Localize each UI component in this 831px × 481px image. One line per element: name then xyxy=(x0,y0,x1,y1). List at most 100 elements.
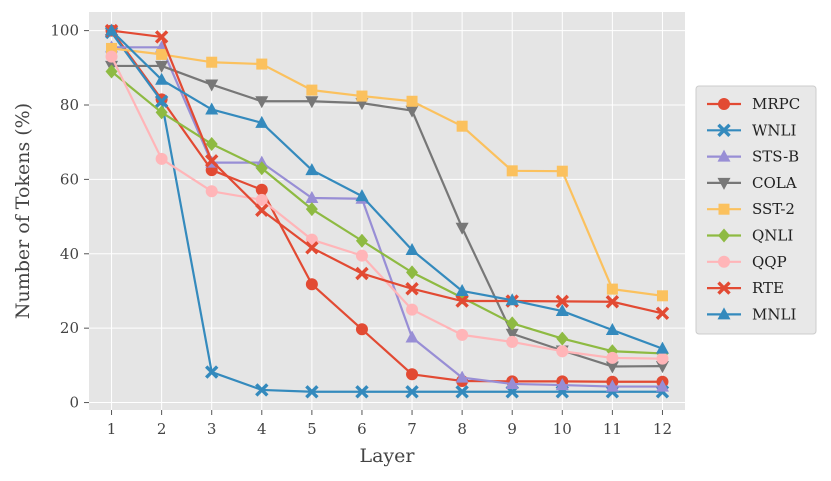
series-line-mnli xyxy=(110,29,663,350)
data-point-mnli xyxy=(205,102,219,115)
data-point-mrpc xyxy=(406,368,419,381)
data-point-rte xyxy=(455,294,469,308)
data-point-mnli xyxy=(605,323,619,336)
series-line-wnli xyxy=(110,31,663,393)
legend-label-mnli: MNLI xyxy=(752,305,796,323)
x-tick-label: 12 xyxy=(653,420,672,438)
legend-marker-sst-2 xyxy=(718,203,730,215)
data-point-rte xyxy=(154,30,169,44)
data-point-wnli xyxy=(455,385,469,399)
data-point-sts-b xyxy=(405,330,419,343)
data-point-mnli xyxy=(405,243,419,256)
x-tick-label: 1 xyxy=(107,420,117,438)
legend-box xyxy=(695,85,817,335)
data-point-qnli xyxy=(255,161,268,176)
data-point-qqp xyxy=(456,328,469,341)
data-point-qnli xyxy=(506,316,519,331)
data-point-sst-2 xyxy=(206,56,218,68)
data-point-qnli xyxy=(406,265,419,280)
legend-label-qqp: QQP xyxy=(752,253,787,271)
y-tick-label: 0 xyxy=(69,394,79,412)
data-point-rte xyxy=(555,294,569,309)
y-tick-label: 60 xyxy=(60,170,79,188)
legend-label-sts-b: STS-B xyxy=(752,148,799,166)
data-point-wnli xyxy=(305,385,319,399)
legend-label-qnli: QNLI xyxy=(752,227,793,245)
data-point-mnli xyxy=(555,304,569,317)
grid xyxy=(89,12,685,410)
data-point-wnli xyxy=(255,383,269,397)
x-tick-label: 3 xyxy=(207,420,217,438)
series-line-qqp xyxy=(110,56,663,360)
legend-marker-mnli xyxy=(717,307,731,320)
data-point-qqp xyxy=(506,335,519,348)
data-point-sst-2 xyxy=(306,84,318,96)
data-point-sst-2 xyxy=(656,290,668,302)
series-sst-2 xyxy=(106,42,668,302)
data-point-qnli xyxy=(355,233,368,248)
data-point-sts-b xyxy=(655,379,669,392)
data-point-rte xyxy=(405,282,419,296)
data-point-cola xyxy=(505,328,519,341)
legend-label-rte: RTE xyxy=(752,279,784,297)
data-point-sts-b xyxy=(505,376,519,389)
data-point-cola xyxy=(205,79,219,92)
data-point-qqp xyxy=(105,50,118,63)
legend-marker-qqp xyxy=(718,255,730,268)
data-point-mnli xyxy=(505,293,519,306)
x-tick-label: 9 xyxy=(507,420,517,438)
data-point-cola xyxy=(605,361,619,374)
y-tick-label: 100 xyxy=(50,22,79,40)
x-axis-label: Layer xyxy=(359,445,415,467)
data-point-cola xyxy=(655,361,669,374)
x-tick-label: 4 xyxy=(257,420,267,438)
data-point-rte xyxy=(305,241,319,255)
data-point-sts-b xyxy=(455,370,469,383)
data-point-sst-2 xyxy=(556,165,568,177)
legend-label-wnli: WNLI xyxy=(752,121,797,139)
y-tick-label: 40 xyxy=(60,245,79,263)
data-point-mrpc xyxy=(355,323,368,336)
series-qqp xyxy=(105,50,669,365)
x-tick-label: 11 xyxy=(603,420,622,438)
x-tick-label: 10 xyxy=(553,420,572,438)
x-tick-label: 5 xyxy=(307,420,317,438)
data-point-sst-2 xyxy=(606,283,618,295)
series-line-mrpc xyxy=(110,29,663,383)
data-point-sts-b xyxy=(555,378,569,391)
data-point-sts-b xyxy=(305,190,319,203)
data-point-qqp xyxy=(406,303,419,316)
data-point-qqp xyxy=(556,345,569,358)
x-tick-label: 8 xyxy=(457,420,467,438)
y-axis-label: Number of Tokens (%) xyxy=(12,103,34,319)
legend-marker-cola xyxy=(717,177,731,190)
legend: MRPC WNLI STS-B COLA SST-2 QNLI QQP RTE MNLI xyxy=(695,85,817,335)
data-point-sst-2 xyxy=(356,90,368,102)
legend-label-mrpc: MRPC xyxy=(752,95,800,113)
data-point-wnli xyxy=(405,385,419,399)
data-point-qnli xyxy=(105,64,118,79)
data-point-qqp xyxy=(155,152,168,165)
data-point-rte xyxy=(605,295,620,309)
data-point-rte xyxy=(255,203,269,217)
legend-label-cola: COLA xyxy=(752,174,797,192)
data-point-wnli xyxy=(205,365,219,379)
data-point-qqp xyxy=(656,352,669,365)
data-point-sst-2 xyxy=(406,95,418,107)
data-point-qnli xyxy=(305,202,318,217)
data-point-cola xyxy=(155,60,169,73)
data-point-cola xyxy=(405,105,419,118)
y-tick-label: 20 xyxy=(60,319,79,337)
series-mnli xyxy=(105,23,669,354)
data-point-sst-2 xyxy=(156,48,168,60)
legend-marker-sts-b xyxy=(717,149,731,162)
legend-marker-rte xyxy=(717,281,731,295)
data-point-mnli xyxy=(455,283,469,296)
data-point-qqp xyxy=(355,249,368,262)
data-point-sts-b xyxy=(605,379,619,392)
legend-label-sst-2: SST-2 xyxy=(752,200,795,218)
data-point-sst-2 xyxy=(106,42,118,54)
data-point-sst-2 xyxy=(506,165,518,177)
